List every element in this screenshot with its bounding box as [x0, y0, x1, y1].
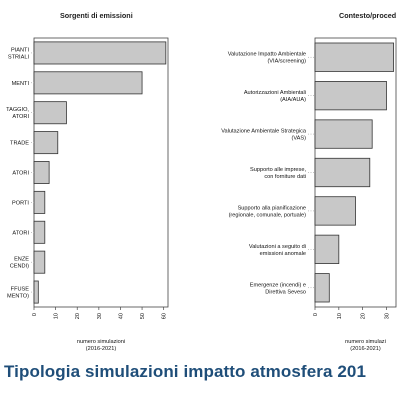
category-label-source-2: TAGGIO, ATORI — [6, 107, 29, 120]
chart-title-right: Contesto/proced — [339, 11, 397, 20]
context-procedure-chart: Contesto/proced Valutazione Impatto Ambi… — [196, 0, 400, 365]
category-label-context-1: Autorizzazioni Ambientali (AIA/AUA) — [244, 90, 306, 103]
category-label-source-4: ATORI — [12, 171, 29, 177]
bar-source-3 — [33, 131, 59, 155]
x-tick-label: 30 — [97, 313, 103, 319]
x-tick-label: 20 — [75, 313, 81, 319]
category-label-source-6: ATORI — [12, 230, 29, 236]
bar-source-4 — [33, 161, 50, 184]
category-label-source-1: MENTI — [12, 81, 30, 87]
category-label-context-4: Supporto alla pianificazione (regionale, … — [229, 205, 307, 218]
x-tick-label: 0 — [313, 313, 319, 316]
context-procedure-plot: Valutazione Impatto Ambientale (VIA/scree… — [221, 37, 397, 352]
category-label-source-7: ENZE CENDI) — [10, 257, 30, 270]
category-label-source-3: TRADE — [10, 141, 29, 147]
bar-context-4 — [314, 196, 356, 226]
bar-source-2 — [33, 101, 67, 125]
category-label-source-8: FFUSE MENTO) — [7, 287, 29, 300]
category-label-source-5: PORTI — [12, 200, 29, 206]
bar-source-6 — [33, 220, 46, 244]
category-label-context-0: Valutazione Impatto Ambientale (VIA/scree… — [228, 52, 306, 65]
x-tick-label: 20 — [361, 313, 367, 319]
chart-title-left: Sorgenti di emissioni — [60, 11, 133, 20]
bar-context-5 — [314, 234, 340, 264]
x-axis-title: numero simulazioni (2016-2021) — [77, 339, 125, 352]
category-label-context-6: Emergenze (incendi) e Direttiva Seveso — [250, 282, 306, 295]
x-tick-label: 50 — [140, 313, 146, 319]
bar-source-0 — [33, 41, 167, 65]
category-label-context-3: Supporto alle imprese, con forniture dati — [250, 167, 306, 180]
bar-source-1 — [33, 71, 143, 95]
x-axis-title: numero simulazi (2016-2021) — [345, 339, 386, 352]
page-caption: Tipologia simulazioni impatto atmosfera … — [4, 362, 367, 381]
bar-source-8 — [33, 280, 39, 304]
x-tick-label: 60 — [162, 313, 168, 319]
x-tick-label: 10 — [54, 313, 60, 319]
bar-context-0 — [314, 42, 395, 72]
category-label-context-2: Valutazione Ambientale Strategica (VAS) — [221, 129, 307, 142]
bar-source-7 — [33, 250, 46, 274]
bar-context-2 — [314, 119, 373, 149]
bar-context-6 — [314, 273, 330, 303]
x-tick-label: 0 — [32, 313, 38, 316]
category-label-context-5: Valutazioni a seguito di emissioni anomal… — [249, 244, 306, 257]
emission-sources-plot: PIANTI STRIALI MENTI TAGGIO, ATORI TRADE ATORI… — [6, 37, 169, 352]
bar-context-3 — [314, 157, 371, 188]
x-tick-label: 10 — [337, 313, 343, 319]
bar-source-5 — [33, 190, 46, 214]
category-label-source-0: PIANTI STRIALI — [8, 47, 30, 60]
bar-context-1 — [314, 81, 387, 111]
x-tick-label: 40 — [118, 313, 124, 319]
x-tick-label: 30 — [384, 313, 390, 319]
emission-sources-chart: Sorgenti di emissioni PIANTI STRIALI MENTI… — [0, 0, 195, 365]
